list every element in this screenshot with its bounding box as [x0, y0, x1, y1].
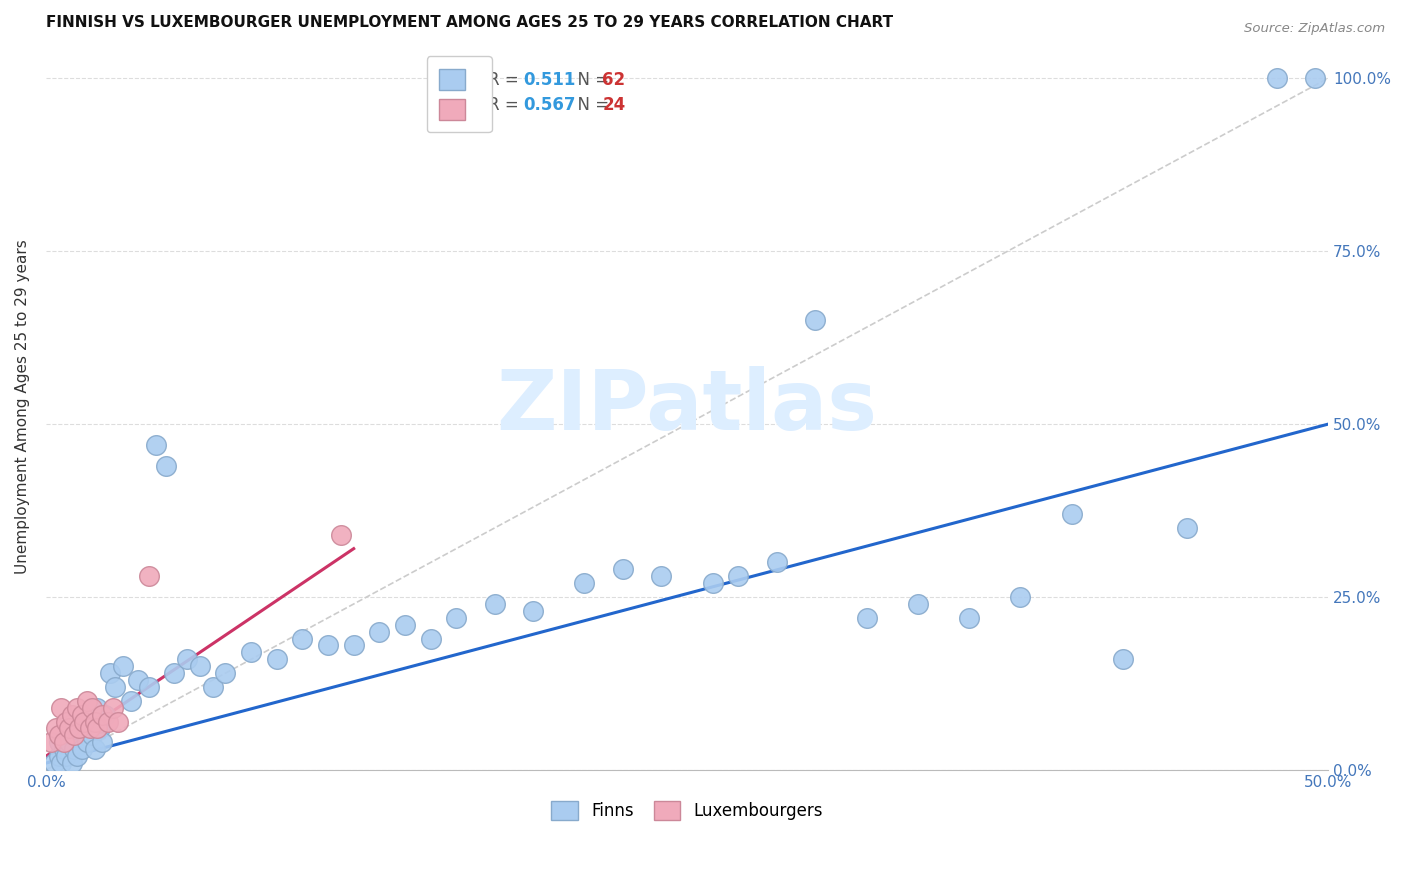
Point	[155, 458, 177, 473]
Point	[188, 659, 211, 673]
Text: R =: R =	[488, 71, 524, 89]
Point	[60, 707, 83, 722]
Point	[1305, 71, 1327, 86]
Point	[368, 624, 391, 639]
Point	[957, 611, 980, 625]
Point	[138, 569, 160, 583]
Point	[48, 749, 70, 764]
Point	[52, 742, 75, 756]
Point	[765, 556, 787, 570]
Point	[522, 604, 544, 618]
Point	[98, 666, 121, 681]
Point	[82, 700, 104, 714]
Text: R =: R =	[488, 96, 524, 114]
Point	[329, 528, 352, 542]
Point	[394, 617, 416, 632]
Point	[66, 749, 89, 764]
Point	[1060, 507, 1083, 521]
Point	[55, 749, 77, 764]
Legend: Finns, Luxembourgers: Finns, Luxembourgers	[544, 795, 830, 827]
Point	[76, 735, 98, 749]
Point	[104, 680, 127, 694]
Point	[650, 569, 672, 583]
Point	[58, 735, 80, 749]
Point	[1010, 590, 1032, 604]
Point	[42, 756, 65, 770]
Point	[240, 645, 263, 659]
Point	[1112, 652, 1135, 666]
Point	[484, 597, 506, 611]
Text: 0.511: 0.511	[523, 71, 575, 89]
Point	[419, 632, 441, 646]
Text: 24: 24	[602, 96, 626, 114]
Point	[79, 722, 101, 736]
Point	[60, 728, 83, 742]
Point	[83, 714, 105, 729]
Point	[60, 756, 83, 770]
Point	[79, 707, 101, 722]
Point	[51, 756, 73, 770]
Point	[201, 680, 224, 694]
Point	[70, 707, 93, 722]
Point	[163, 666, 186, 681]
Text: N =: N =	[567, 71, 614, 89]
Point	[63, 742, 86, 756]
Text: Source: ZipAtlas.com: Source: ZipAtlas.com	[1244, 22, 1385, 36]
Point	[214, 666, 236, 681]
Point	[89, 722, 111, 736]
Point	[86, 700, 108, 714]
Point	[1265, 71, 1288, 86]
Point	[1175, 521, 1198, 535]
Point	[574, 576, 596, 591]
Point	[48, 735, 70, 749]
Point	[907, 597, 929, 611]
Point	[45, 722, 67, 736]
Point	[55, 714, 77, 729]
Point	[316, 639, 339, 653]
Point	[58, 722, 80, 736]
Point	[94, 707, 117, 722]
Point	[67, 722, 90, 736]
Text: 62: 62	[602, 71, 626, 89]
Point	[48, 728, 70, 742]
Point	[70, 742, 93, 756]
Point	[612, 562, 634, 576]
Point	[66, 700, 89, 714]
Point	[73, 714, 96, 729]
Point	[291, 632, 314, 646]
Point	[51, 700, 73, 714]
Point	[39, 735, 62, 749]
Text: FINNISH VS LUXEMBOURGER UNEMPLOYMENT AMONG AGES 25 TO 29 YEARS CORRELATION CHART: FINNISH VS LUXEMBOURGER UNEMPLOYMENT AMO…	[46, 15, 893, 30]
Point	[96, 714, 118, 729]
Point	[76, 694, 98, 708]
Text: N =: N =	[567, 96, 614, 114]
Point	[702, 576, 724, 591]
Point	[176, 652, 198, 666]
Point	[52, 735, 75, 749]
Point	[107, 714, 129, 729]
Point	[145, 438, 167, 452]
Point	[343, 639, 366, 653]
Point	[82, 728, 104, 742]
Point	[804, 313, 827, 327]
Point	[446, 611, 468, 625]
Point	[138, 680, 160, 694]
Text: ZIPatlas: ZIPatlas	[496, 367, 877, 447]
Y-axis label: Unemployment Among Ages 25 to 29 years: Unemployment Among Ages 25 to 29 years	[15, 239, 30, 574]
Point	[120, 694, 142, 708]
Point	[91, 735, 114, 749]
Point	[855, 611, 877, 625]
Point	[101, 700, 124, 714]
Point	[83, 742, 105, 756]
Point	[266, 652, 288, 666]
Point	[111, 659, 134, 673]
Point	[127, 673, 149, 687]
Point	[67, 722, 90, 736]
Text: 0.567: 0.567	[523, 96, 575, 114]
Point	[91, 707, 114, 722]
Point	[63, 728, 86, 742]
Point	[73, 714, 96, 729]
Point	[86, 722, 108, 736]
Point	[727, 569, 749, 583]
